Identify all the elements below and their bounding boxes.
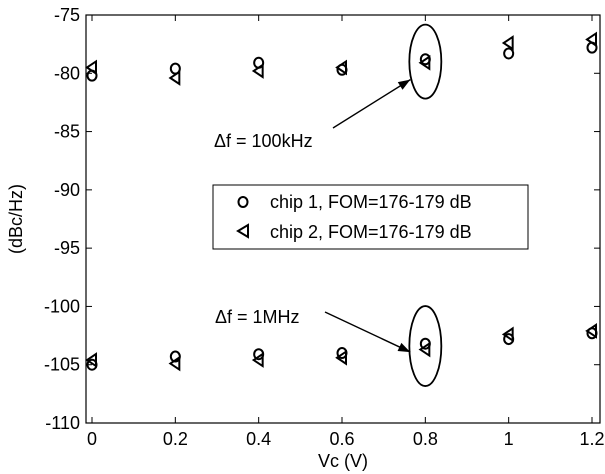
chip2-marker (335, 59, 347, 76)
legend-box (212, 184, 529, 250)
annotation-text-100khz: Δf = 100kHz (214, 131, 313, 151)
chip2-marker (585, 31, 597, 48)
chip1-marker (503, 47, 515, 60)
x-axis-label: Vc (V) (318, 451, 368, 471)
chip2-marker (85, 59, 97, 76)
y-tick-label: -80 (54, 63, 80, 83)
x-tick-label: 1 (504, 429, 514, 449)
y-tick-label: -105 (44, 355, 80, 375)
y-tick-label: -75 (54, 5, 80, 25)
y-tick-label: -110 (45, 413, 80, 433)
chip2-marker (251, 63, 264, 79)
annotation-arrow-1mhz (324, 311, 411, 353)
x-tick-label: 0.6 (329, 429, 354, 449)
annotation-ellipse-100khz (408, 23, 443, 100)
legend-text-chip1: chip 1, FOM=176-179 dB (270, 192, 472, 212)
y-tick-label: -100 (44, 296, 80, 316)
x-tick-label: 0.2 (163, 429, 188, 449)
y-axis-label: (dBc/Hz) (6, 184, 26, 254)
plot-frame (85, 14, 601, 424)
chip2-marker (251, 352, 264, 368)
x-tick-label: 0 (87, 429, 97, 449)
chip2-marker (85, 352, 97, 368)
chip2-marker (418, 341, 431, 358)
x-tick-label: 0.8 (413, 429, 438, 449)
chip2-marker (335, 349, 347, 366)
y-axis-ticks: -75 -80 -85 -90 -95 -100 -105 -110 (44, 5, 600, 433)
annotation-arrow-100khz (332, 79, 411, 129)
annotation-arrowhead-1mhz (397, 342, 411, 353)
chip2-marker (501, 326, 514, 343)
legend-text-chip2: chip 2, FOM=176-179 dB (270, 222, 472, 242)
chip2-marker (418, 54, 431, 71)
x-tick-label: 1.2 (579, 429, 604, 449)
annotation-arrowhead-100khz (397, 79, 411, 90)
annotation-text-1mhz: Δf = 1MHz (215, 307, 300, 327)
legend-marker-triangle (236, 223, 249, 239)
chip2-marker (501, 35, 514, 51)
chip2-marker (168, 355, 181, 372)
chip2-marker (585, 323, 597, 339)
legend-marker-circle (237, 196, 249, 208)
y-tick-label: -95 (54, 238, 80, 258)
y-tick-label: -90 (54, 180, 80, 200)
legend: chip 1, FOM=176-179 dB chip 2, FOM=176-1… (212, 184, 529, 250)
data-markers (85, 31, 598, 372)
annotation-ellipse-1mhz (408, 305, 443, 387)
chip2-marker (168, 70, 181, 86)
x-tick-label: 0.4 (246, 429, 271, 449)
x-axis-ticks: 0 0.2 0.4 0.6 0.8 1 1.2 (87, 15, 605, 449)
y-tick-label: -85 (54, 122, 80, 142)
